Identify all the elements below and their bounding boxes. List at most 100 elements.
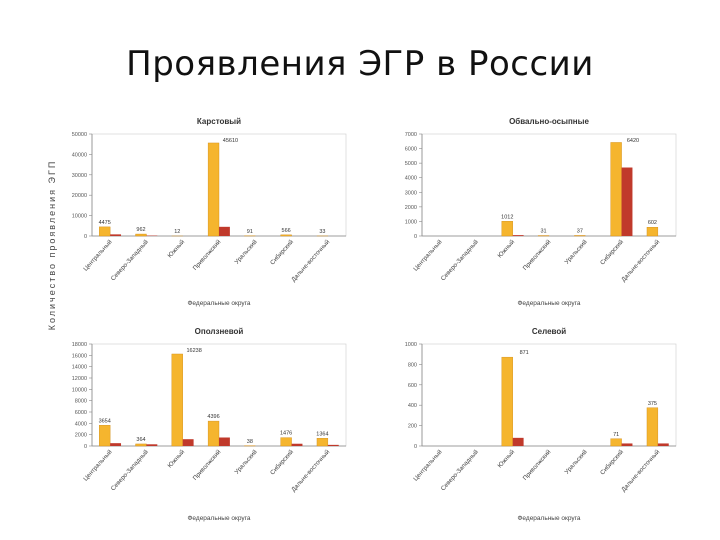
- bar-series-1: [135, 443, 147, 447]
- y-tick-label: 3000: [405, 190, 417, 196]
- bar-series-1: [501, 356, 513, 447]
- data-label: 4396: [207, 414, 219, 420]
- bar-series-2: [621, 167, 633, 236]
- bar-series-2: [621, 443, 633, 446]
- bar-series-2: [219, 226, 230, 236]
- y-tick-label: 2000: [405, 205, 417, 211]
- y-tick-label: 6000: [75, 410, 87, 416]
- y-tick-label: 0: [84, 444, 87, 450]
- x-tick-label: Южный: [496, 448, 516, 469]
- y-tick-label: 600: [408, 383, 417, 389]
- x-tick-label: Центральный: [82, 238, 114, 272]
- plot-frame: [421, 343, 677, 447]
- chart-panel-1: Обвально-осыпные 0 1000 2000 3000 4000 5000 600…: [405, 117, 677, 307]
- bar-series-1: [610, 142, 622, 237]
- x-tick-label: Северо-Западный: [110, 448, 151, 492]
- y-tick-label: 4000: [405, 176, 417, 182]
- bar-series-2: [291, 443, 303, 446]
- y-tick-label: 4000: [75, 421, 87, 427]
- slide-title: Проявления ЭГР в России: [126, 44, 594, 84]
- data-label: 1476: [280, 431, 292, 437]
- chart-panel-2: Оползневой 0 2000 4000 6000 8000 10000 12000 140…: [72, 327, 347, 522]
- y-tick-label: 18000: [72, 342, 87, 348]
- y-tick-label: 200: [408, 424, 417, 430]
- x-tick-label: Северо-Западный: [110, 238, 151, 282]
- x-tick-label: Дальне-восточный: [620, 448, 662, 493]
- data-label: 31: [540, 229, 546, 235]
- x-tick-label: Центральный: [82, 448, 114, 482]
- x-tick-label: Приволжский: [192, 448, 223, 482]
- y-tick-label: 12000: [72, 376, 87, 382]
- chart-title: Карстовый: [197, 117, 241, 126]
- y-tick-label: 2000: [75, 433, 87, 439]
- x-tick-label: Сибирский: [599, 448, 625, 476]
- bar-series-1: [280, 234, 292, 237]
- x-axis-label: Федеральные округа: [187, 515, 250, 522]
- figure-y-axis-label-text: Количество проявления ЭГП: [47, 160, 57, 331]
- x-tick-label: Приволжский: [522, 238, 553, 272]
- data-label: 16238: [187, 348, 202, 354]
- x-tick-label: Уральский: [233, 238, 259, 265]
- x-axis-label: Федеральные округа: [517, 515, 580, 522]
- y-tick-label: 50000: [72, 132, 87, 138]
- bar-series-2: [512, 437, 524, 446]
- x-tick-label: Сибирский: [269, 448, 295, 476]
- bar-series-1: [316, 438, 329, 447]
- y-tick-label: 10000: [72, 214, 87, 220]
- y-tick-label: 20000: [72, 193, 87, 199]
- bar-series-1: [99, 226, 111, 237]
- data-label: 566: [282, 228, 291, 234]
- bar-series-1: [135, 233, 147, 237]
- data-label: 45610: [223, 138, 238, 144]
- y-tick-label: 1000: [405, 219, 417, 225]
- y-tick-label: 10000: [72, 387, 87, 393]
- data-label: 37: [577, 228, 583, 234]
- x-tick-label: Южный: [166, 238, 186, 259]
- bar-series-2: [146, 444, 158, 446]
- plot-frame: [421, 133, 677, 237]
- data-label: 962: [136, 227, 145, 233]
- y-tick-label: 1000: [405, 342, 417, 348]
- y-tick-label: 800: [408, 362, 417, 368]
- data-label: 602: [648, 220, 657, 226]
- bar-series-1: [171, 353, 183, 447]
- x-tick-label: Центральный: [412, 448, 444, 482]
- y-tick-label: 5000: [405, 161, 417, 167]
- y-tick-label: 14000: [72, 365, 87, 371]
- y-tick-label: 6000: [405, 147, 417, 153]
- x-tick-label: Дальне-восточный: [290, 238, 332, 283]
- data-label: 12: [174, 229, 180, 235]
- data-label: 1012: [501, 214, 513, 220]
- y-tick-label: 8000: [75, 399, 87, 405]
- x-tick-label: Уральский: [233, 448, 259, 475]
- chart-title: Селевой: [532, 327, 566, 336]
- bar-series-1: [501, 221, 513, 237]
- bar-series-2: [512, 235, 524, 236]
- data-label: 364: [136, 437, 145, 443]
- figure-y-axis-label: Количество проявления ЭГП: [47, 160, 57, 331]
- chart-title: Оползневой: [195, 327, 244, 336]
- x-tick-label: Сибирский: [269, 238, 295, 266]
- x-tick-label: Уральский: [563, 448, 589, 475]
- chart-panel-0: Карстовый 0 10000 20000 30000 40000 50000 4475 Ц…: [72, 117, 347, 307]
- x-tick-label: Северо-Западный: [440, 448, 481, 492]
- charts-figure: Карстовый010000200003000040000500004475Ц…: [72, 117, 677, 522]
- chart-panel-3: Селевой 0 200 400 600 800 1000 ЦентральныйСевер…: [405, 327, 677, 522]
- x-axis-label: Федеральные округа: [187, 300, 250, 307]
- x-tick-label: Уральский: [563, 238, 589, 265]
- bar-series-1: [99, 425, 111, 447]
- bar-series-2: [219, 437, 230, 446]
- bar-series-1: [207, 420, 220, 447]
- data-label: 871: [520, 350, 529, 356]
- y-tick-label: 40000: [72, 152, 87, 158]
- y-tick-label: 16000: [72, 353, 87, 359]
- y-tick-label: 0: [84, 234, 87, 240]
- y-tick-label: 400: [408, 403, 417, 409]
- data-label: 91: [247, 229, 253, 235]
- bar-series-2: [110, 443, 122, 446]
- bar-series-1: [207, 142, 220, 237]
- x-tick-label: Приволжский: [522, 448, 553, 482]
- y-tick-label: 0: [414, 444, 417, 450]
- x-tick-label: Дальне-восточный: [620, 238, 662, 283]
- x-tick-label: Южный: [166, 448, 186, 469]
